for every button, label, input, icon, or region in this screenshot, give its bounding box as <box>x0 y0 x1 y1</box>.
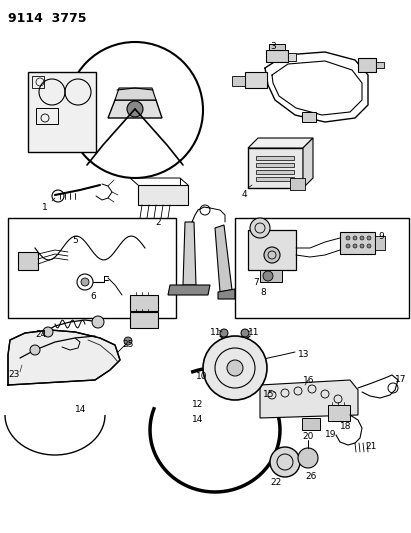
Bar <box>235 218 409 318</box>
Bar <box>130 312 158 328</box>
Circle shape <box>346 236 350 240</box>
Circle shape <box>346 244 350 248</box>
Polygon shape <box>168 285 210 295</box>
Circle shape <box>81 278 89 286</box>
Polygon shape <box>248 138 313 148</box>
Circle shape <box>124 337 132 345</box>
Text: 14: 14 <box>192 415 203 424</box>
Text: 17: 17 <box>395 375 406 384</box>
Text: 9: 9 <box>378 232 384 241</box>
Text: 3: 3 <box>270 42 276 51</box>
Bar <box>358 58 376 72</box>
Circle shape <box>220 329 228 337</box>
Text: 23: 23 <box>8 370 19 379</box>
Bar <box>18 252 38 270</box>
Bar <box>130 295 158 311</box>
Circle shape <box>360 236 364 240</box>
Bar <box>32 76 44 88</box>
Text: 16: 16 <box>303 376 314 385</box>
Circle shape <box>367 236 371 240</box>
Bar <box>375 236 385 250</box>
Bar <box>36 108 58 124</box>
Polygon shape <box>260 380 358 418</box>
Text: 4: 4 <box>242 190 247 199</box>
Text: 6: 6 <box>90 292 96 301</box>
Text: 25: 25 <box>122 340 134 349</box>
Circle shape <box>264 247 280 263</box>
Text: 7: 7 <box>253 278 259 287</box>
Polygon shape <box>303 138 313 188</box>
Text: 24: 24 <box>35 330 46 339</box>
Circle shape <box>92 316 104 328</box>
Text: 11: 11 <box>248 328 259 337</box>
Bar <box>245 72 267 88</box>
Text: 22: 22 <box>270 478 281 487</box>
Bar <box>290 178 305 190</box>
Bar <box>376 62 384 68</box>
Circle shape <box>353 236 357 240</box>
Text: 9114  3775: 9114 3775 <box>8 12 86 25</box>
Text: 13: 13 <box>298 350 309 359</box>
Bar <box>288 53 296 61</box>
Circle shape <box>43 327 53 337</box>
Bar <box>340 232 375 254</box>
Polygon shape <box>218 289 235 299</box>
Bar <box>256 156 294 160</box>
Text: 10: 10 <box>196 372 208 381</box>
Text: 18: 18 <box>340 422 351 431</box>
Circle shape <box>367 244 371 248</box>
Text: 14: 14 <box>75 405 86 414</box>
Circle shape <box>360 244 364 248</box>
Bar <box>256 177 294 181</box>
Bar <box>260 270 282 282</box>
Polygon shape <box>8 330 120 385</box>
Polygon shape <box>108 100 162 118</box>
Circle shape <box>298 448 318 468</box>
Bar <box>138 185 188 205</box>
Text: 20: 20 <box>302 432 313 441</box>
Text: 8: 8 <box>260 288 266 297</box>
Circle shape <box>203 336 267 400</box>
Bar <box>28 72 96 152</box>
Text: 2: 2 <box>155 218 161 227</box>
Text: 5: 5 <box>72 236 78 245</box>
Bar <box>248 230 296 270</box>
Bar <box>232 76 245 86</box>
Bar <box>328 405 350 421</box>
Polygon shape <box>183 222 196 285</box>
Circle shape <box>353 244 357 248</box>
Bar <box>302 112 316 122</box>
Bar <box>266 50 288 62</box>
Bar <box>269 44 285 50</box>
Bar <box>256 163 294 167</box>
Bar <box>248 148 303 188</box>
Bar <box>256 170 294 174</box>
Text: 15: 15 <box>263 390 275 399</box>
Circle shape <box>30 345 40 355</box>
Circle shape <box>241 329 249 337</box>
Polygon shape <box>115 88 156 100</box>
Polygon shape <box>215 225 232 292</box>
Text: 11: 11 <box>210 328 222 337</box>
Text: 19: 19 <box>325 430 337 439</box>
Bar <box>8 218 176 318</box>
Circle shape <box>270 447 300 477</box>
Text: 21: 21 <box>365 442 376 451</box>
Circle shape <box>263 271 273 281</box>
Bar <box>302 418 320 430</box>
Text: 12: 12 <box>192 400 203 409</box>
Text: 26: 26 <box>305 472 316 481</box>
Text: 1: 1 <box>42 203 48 212</box>
Circle shape <box>227 360 243 376</box>
Circle shape <box>250 218 270 238</box>
Circle shape <box>127 101 143 117</box>
